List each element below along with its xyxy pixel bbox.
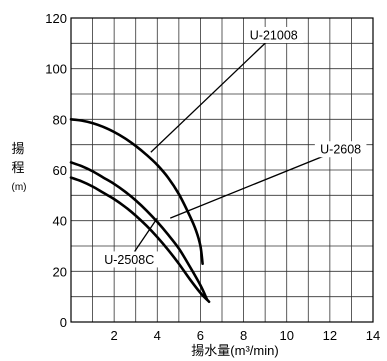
y-tick-label: 80 [53, 112, 67, 127]
axes [70, 17, 374, 323]
series-label: U-2508C [104, 253, 154, 267]
series-line-u-2608 [69, 161, 209, 301]
series-label: U-2608 [320, 143, 361, 157]
y-tick-label: 20 [53, 264, 67, 279]
y-tick-label: 40 [53, 214, 67, 229]
series-leader-line [169, 148, 341, 219]
y-axis-unit: (m) [12, 182, 27, 193]
series-label: U-21008 [250, 28, 298, 42]
series-label-background [314, 141, 367, 158]
series-labels: U-21008 U-2608 U-2508C [99, 26, 367, 268]
x-tick-label: 8 [240, 328, 247, 343]
series-label-background [99, 251, 159, 268]
x-tick-label: 2 [111, 328, 118, 343]
x-tick-label: 12 [323, 328, 337, 343]
series-label-background [244, 26, 304, 43]
tick-labels: 2 4 6 8 10 12 14 0 20 40 60 80 100 120 [45, 11, 380, 343]
y-axis-title-char-1: 揚 [11, 141, 24, 156]
series-leader-line [150, 34, 275, 153]
y-tick-label: 100 [45, 62, 67, 77]
series-line-u-21008 [69, 118, 204, 266]
x-tick-label: 10 [279, 328, 293, 343]
x-axis-title: 揚水量(m³/min) [191, 343, 278, 358]
x-tick-label: 4 [154, 328, 161, 343]
y-axis-title-char-2: 程 [11, 160, 24, 175]
series-line-u-2508c [69, 176, 211, 304]
y-tick-label: 120 [45, 11, 67, 26]
y-tick-label: 0 [60, 315, 67, 330]
x-tick-label: 14 [366, 328, 380, 343]
x-tick-label: 6 [197, 328, 204, 343]
grid [71, 18, 373, 322]
y-tick-label: 60 [53, 163, 67, 178]
plot-frame [70, 17, 374, 323]
series-curves [69, 118, 211, 304]
